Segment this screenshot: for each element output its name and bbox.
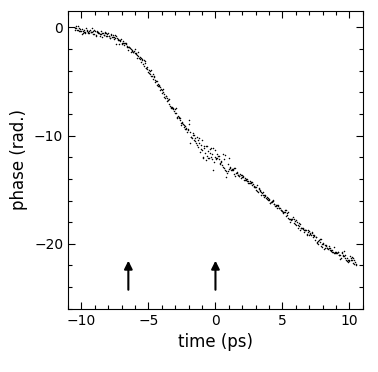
Y-axis label: phase (rad.): phase (rad.)	[10, 109, 28, 211]
X-axis label: time (ps): time (ps)	[178, 333, 253, 351]
